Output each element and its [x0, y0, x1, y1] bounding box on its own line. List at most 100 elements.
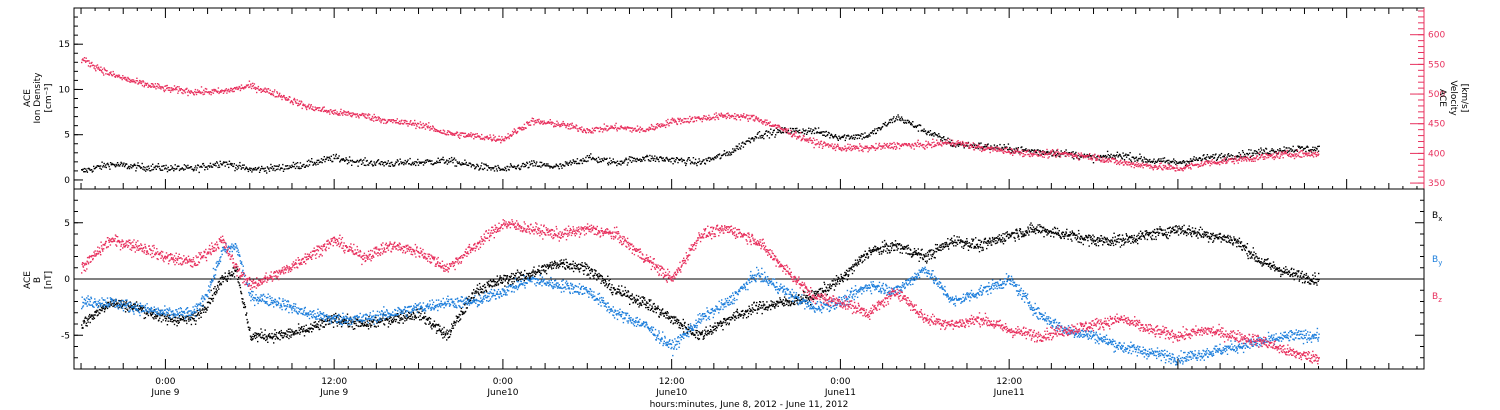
density-series-point	[680, 157, 683, 160]
density-series-point	[1177, 162, 1179, 165]
velocity-series-point	[581, 130, 584, 133]
velocity-series-point	[253, 83, 256, 85]
density-series-point	[697, 161, 700, 163]
b-series-black-point	[157, 315, 159, 317]
velocity-series-point	[132, 79, 135, 81]
density-series-point	[1314, 146, 1316, 149]
density-series-point	[957, 145, 960, 147]
b-series-black-point	[141, 307, 144, 309]
velocity-series-point	[505, 137, 507, 139]
velocity-series-point	[1057, 151, 1059, 153]
density-series-point	[633, 157, 636, 160]
b-series-black-point	[302, 330, 304, 333]
velocity-series-point	[877, 146, 879, 148]
velocity-series-point	[1159, 162, 1161, 165]
velocity-series-point	[205, 88, 208, 90]
velocity-series-point	[305, 107, 307, 109]
density-series-point	[1060, 150, 1062, 152]
velocity-series-point	[1103, 159, 1105, 161]
velocity-series-point	[1035, 150, 1037, 152]
density-series-point	[404, 159, 406, 162]
density-series-point	[534, 165, 536, 167]
velocity-series-point	[87, 65, 90, 67]
b-series-black-point	[81, 324, 83, 326]
velocity-series-point	[569, 128, 571, 130]
b-series-black-point	[93, 317, 96, 320]
b-series-black-point	[415, 316, 417, 319]
b-series-black-point	[314, 326, 316, 328]
density-series-point	[547, 163, 549, 165]
b-series-black-point	[328, 319, 331, 321]
b-series-black-point	[383, 323, 385, 325]
density-series-point	[1156, 161, 1158, 163]
density-series-point	[253, 169, 255, 171]
b-series-black-point	[83, 319, 85, 322]
velocity-series-point	[419, 127, 421, 129]
density-series-point	[1007, 143, 1010, 145]
velocity-series-point	[181, 92, 183, 94]
velocity-series-point	[514, 131, 516, 133]
velocity-series-point	[910, 147, 913, 149]
b-series-black-point	[408, 315, 410, 318]
velocity-series-point	[1107, 161, 1109, 163]
density-series-point	[507, 165, 509, 168]
density-series-point	[601, 158, 603, 160]
density-series-point	[939, 136, 941, 138]
density-series-point	[265, 170, 267, 172]
b-series-black-point	[253, 336, 255, 338]
velocity-series-point	[816, 139, 818, 141]
b-series-black-point	[413, 318, 415, 321]
b-series-black-point	[430, 326, 432, 328]
velocity-series-point	[422, 122, 424, 125]
density-series-point	[815, 132, 818, 134]
velocity-series-point	[1265, 153, 1268, 156]
b-series-black-point	[464, 304, 466, 306]
velocity-series-point	[765, 122, 767, 124]
b-series-black-point	[291, 329, 293, 331]
density-series-point	[1237, 155, 1240, 158]
b-series-black-point	[97, 310, 99, 312]
density-series-point	[516, 166, 518, 168]
b-series-black-point	[237, 278, 239, 281]
velocity-series-point	[837, 145, 839, 147]
density-series-point	[1042, 153, 1045, 155]
density-series-point	[84, 171, 86, 173]
b-series-black-point	[246, 318, 248, 321]
velocity-series-point	[848, 148, 851, 151]
density-series-point	[419, 162, 421, 164]
velocity-series-point	[1021, 149, 1023, 152]
velocity-series-point	[295, 102, 298, 104]
density-series-point	[616, 160, 619, 162]
b-series-black-point	[88, 315, 90, 317]
velocity-series-point	[888, 144, 891, 147]
velocity-series-point	[1296, 149, 1298, 151]
b-series-black-point	[375, 316, 377, 319]
velocity-series-point	[587, 131, 590, 134]
velocity-series-point	[593, 129, 595, 132]
velocity-series-point	[878, 142, 881, 145]
velocity-series-point	[1226, 162, 1228, 164]
density-series-point	[1147, 159, 1149, 161]
density-series-point	[734, 148, 736, 150]
density-series-point	[147, 169, 149, 171]
velocity-series-point	[694, 116, 696, 118]
velocity-series-point	[1265, 152, 1267, 155]
velocity-series-point	[1071, 154, 1073, 157]
velocity-series-point	[1172, 166, 1174, 168]
velocity-series-point	[301, 101, 303, 103]
b-series-black-point	[392, 321, 394, 323]
velocity-series-point	[431, 128, 433, 130]
velocity-series-point	[574, 127, 577, 129]
density-series-point	[915, 126, 917, 129]
density-series-point	[201, 166, 203, 168]
density-series-point	[290, 166, 292, 169]
density-series-point	[322, 158, 325, 161]
velocity-series-point	[1248, 160, 1251, 162]
density-series-point	[646, 154, 648, 157]
velocity-series-point	[1152, 169, 1154, 171]
velocity-series-point	[311, 108, 314, 110]
density-series-point	[917, 130, 920, 132]
velocity-series-point	[956, 142, 959, 145]
b-series-black-point	[92, 316, 95, 318]
velocity-series-point	[1114, 158, 1116, 160]
